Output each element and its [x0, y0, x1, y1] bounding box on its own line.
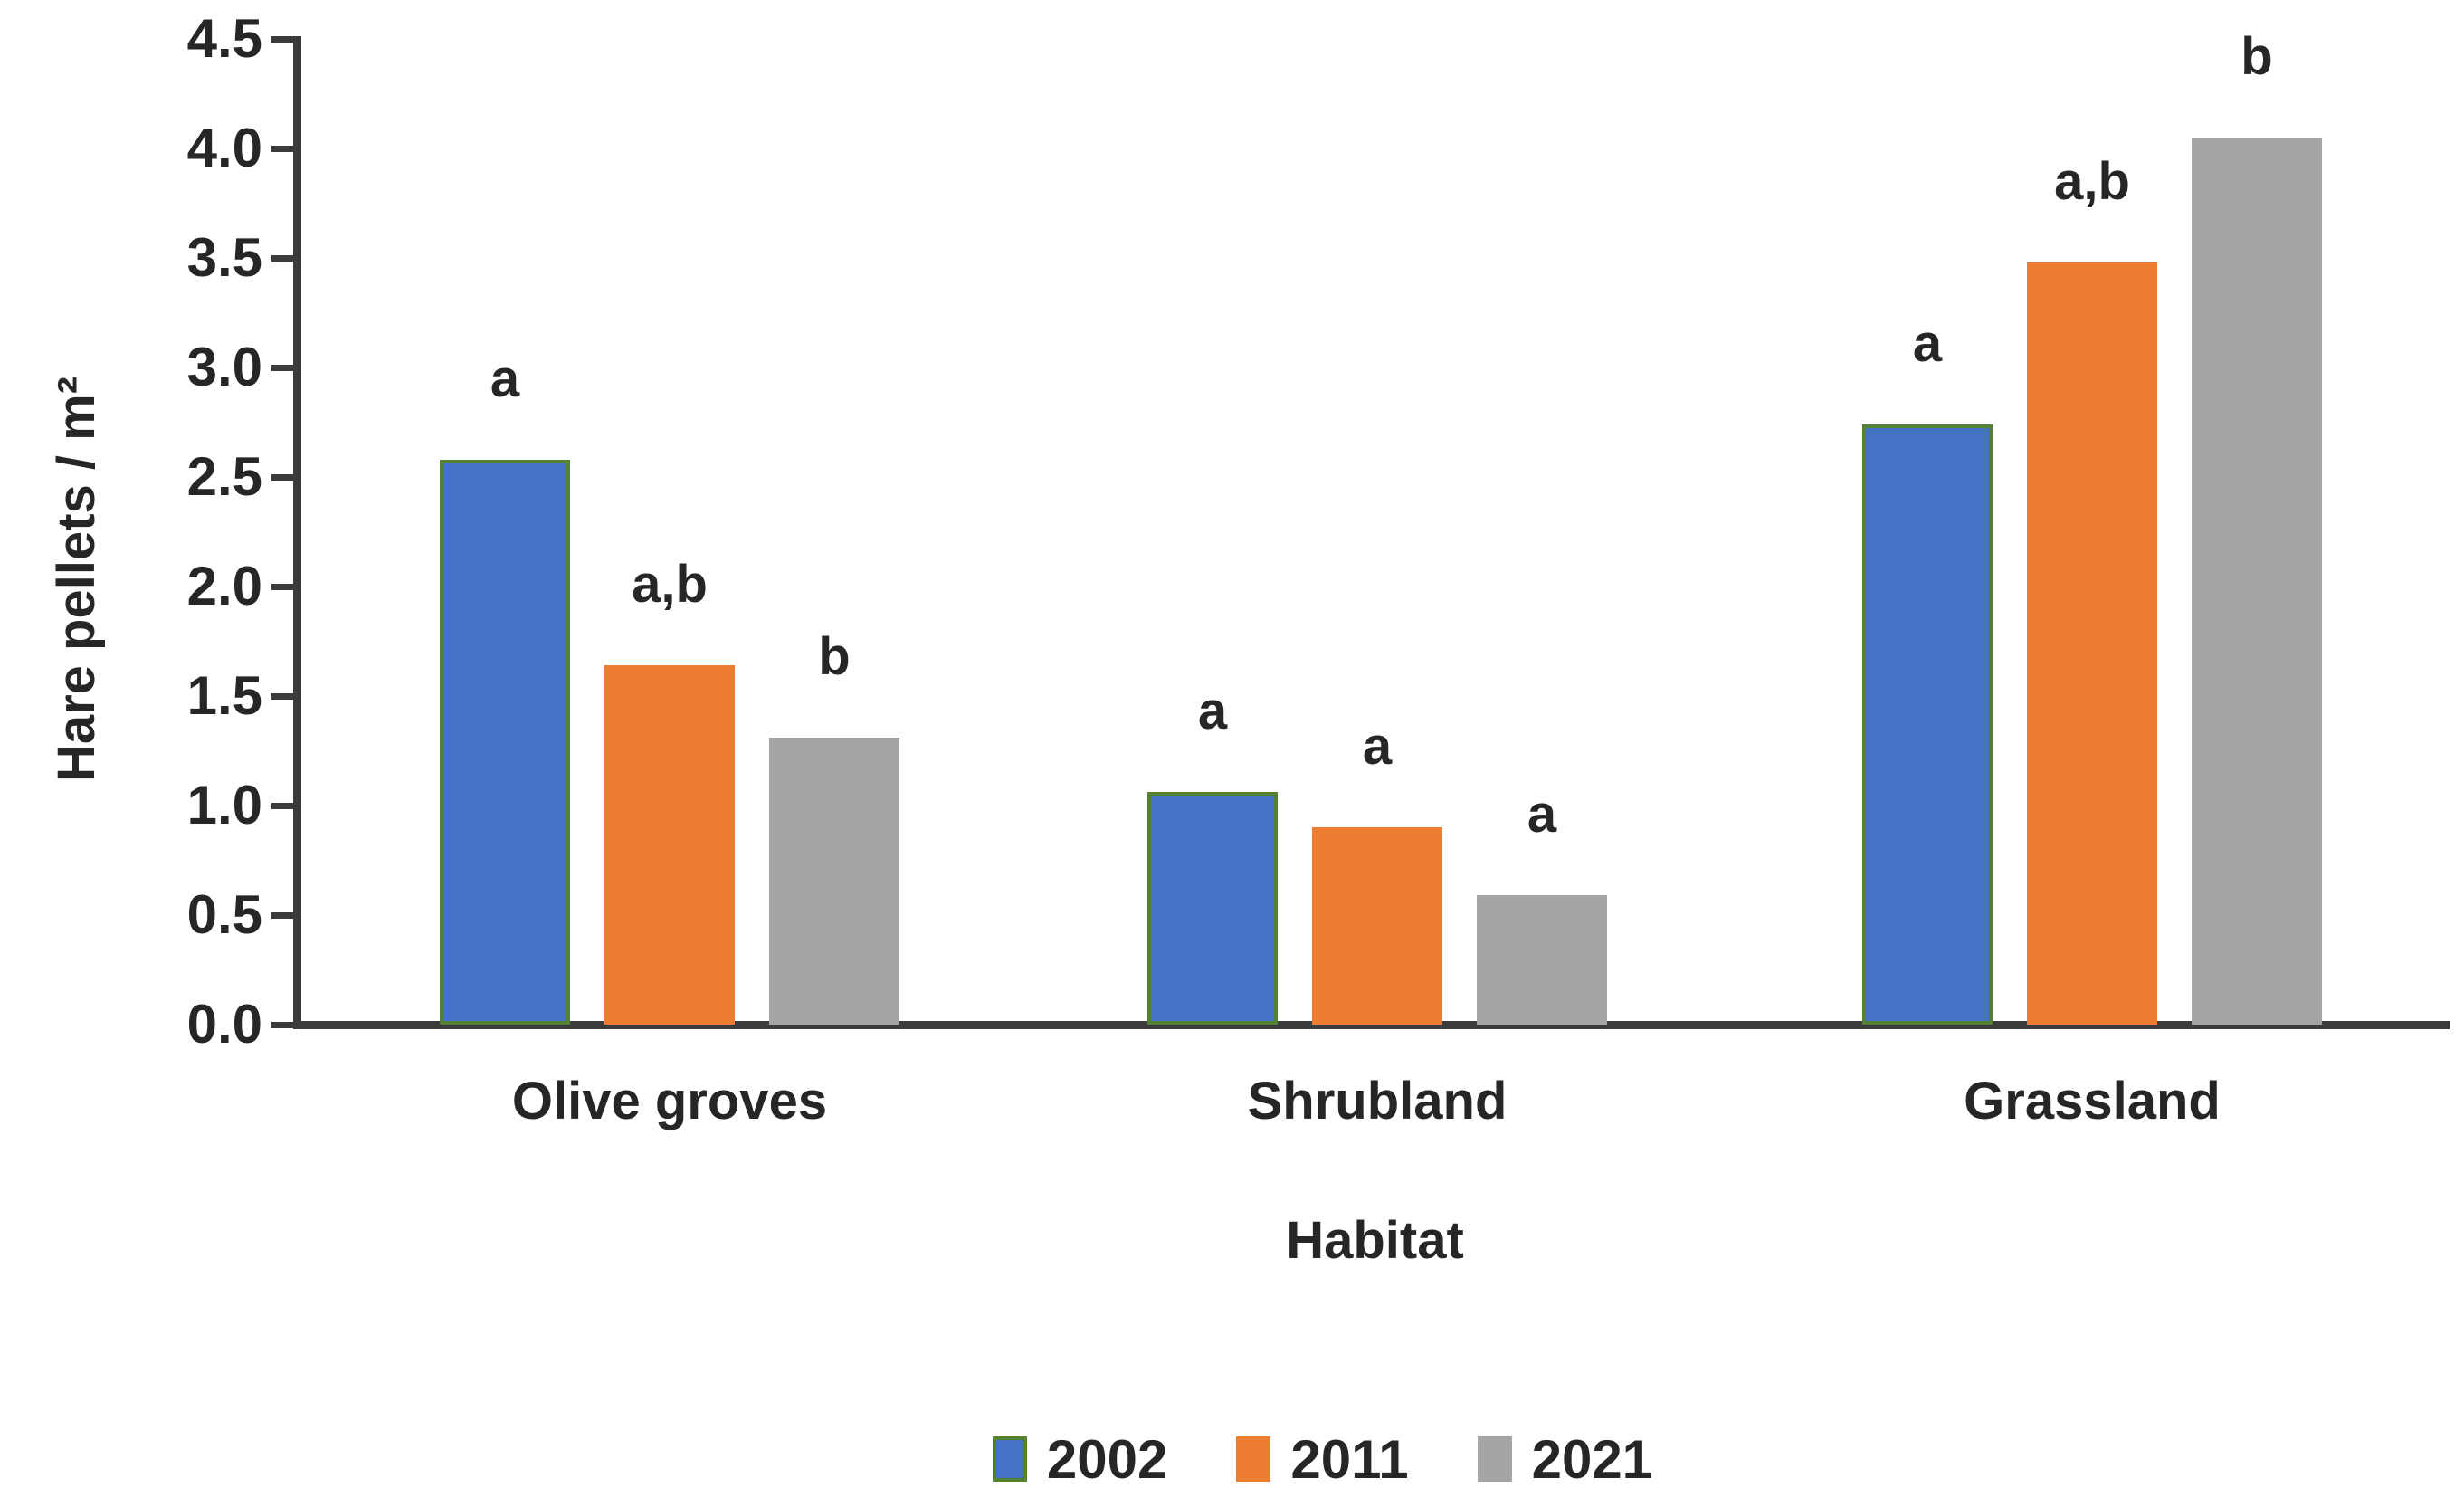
sig-letter-shrubland-2021: a	[1527, 785, 1557, 844]
category-label-shrubland: Shrubland	[1247, 1072, 1508, 1130]
y-tick-2.5	[271, 473, 295, 481]
bar-grassland-2002	[1862, 424, 1993, 1025]
bar-olive-groves-2011	[604, 665, 735, 1025]
bar-shrubland-2002	[1147, 792, 1278, 1025]
y-axis-line	[293, 36, 301, 1029]
legend-label-2002: 2002	[1046, 1428, 1168, 1488]
y-tick-label-3.0: 3.0	[186, 337, 262, 397]
x-axis-line	[293, 1021, 2450, 1029]
x-axis-title: Habitat	[1286, 1211, 1464, 1270]
y-tick-0.5	[271, 911, 295, 919]
sig-letter-olive-groves-2002: a	[490, 348, 520, 408]
legend-item-2011: 2011	[1236, 1428, 1409, 1488]
y-tick-3.5	[271, 254, 295, 262]
bar-olive-groves-2021	[769, 737, 899, 1025]
legend-item-2021: 2021	[1477, 1428, 1653, 1488]
sig-letter-olive-groves-2021: b	[818, 626, 851, 686]
y-tick-label-0.5: 0.5	[186, 884, 262, 945]
sig-letter-grassland-2021: b	[2240, 26, 2273, 86]
y-tick-label-2.0: 2.0	[186, 556, 262, 616]
y-tick-1.5	[271, 692, 295, 700]
legend-label-2021: 2021	[1531, 1428, 1653, 1488]
legend-item-2002: 2002	[992, 1428, 1168, 1488]
y-tick-1.0	[271, 802, 295, 809]
y-tick-label-1.5: 1.5	[186, 665, 262, 726]
y-tick-label-3.5: 3.5	[186, 227, 262, 288]
legend-swatch-2002	[992, 1436, 1027, 1482]
y-tick-4.0	[271, 145, 295, 152]
bar-shrubland-2011	[1312, 827, 1442, 1025]
sig-letter-grassland-2011: a,b	[2054, 151, 2130, 211]
y-tick-label-1.0: 1.0	[186, 775, 262, 835]
sig-letter-olive-groves-2011: a,b	[632, 555, 708, 615]
bar-shrubland-2021	[1477, 895, 1607, 1025]
bar-olive-groves-2002	[440, 459, 570, 1025]
y-tick-3.0	[271, 364, 295, 371]
y-tick-label-4.5: 4.5	[186, 8, 262, 69]
category-label-olive-groves: Olive groves	[511, 1072, 828, 1130]
legend-swatch-2011	[1236, 1436, 1271, 1482]
y-tick-label-2.5: 2.5	[186, 446, 262, 507]
y-tick-label-4.0: 4.0	[186, 118, 262, 178]
bar-grassland-2021	[2192, 137, 2322, 1025]
sig-letter-grassland-2002: a	[1912, 313, 1943, 373]
category-label-grassland: Grassland	[1964, 1072, 2221, 1130]
y-tick-2.0	[271, 583, 295, 590]
y-tick-4.5	[271, 35, 295, 43]
sig-letter-shrubland-2002: a	[1197, 682, 1228, 741]
y-tick-0.0	[271, 1021, 295, 1028]
bar-grassland-2011	[2027, 262, 2157, 1025]
legend-swatch-2021	[1477, 1436, 1512, 1482]
y-tick-label-0.0: 0.0	[186, 994, 262, 1054]
sig-letter-shrubland-2011: a	[1362, 717, 1393, 777]
legend: 2002 2011 2021	[181, 1428, 2464, 1488]
legend-label-2011: 2011	[1290, 1428, 1409, 1488]
